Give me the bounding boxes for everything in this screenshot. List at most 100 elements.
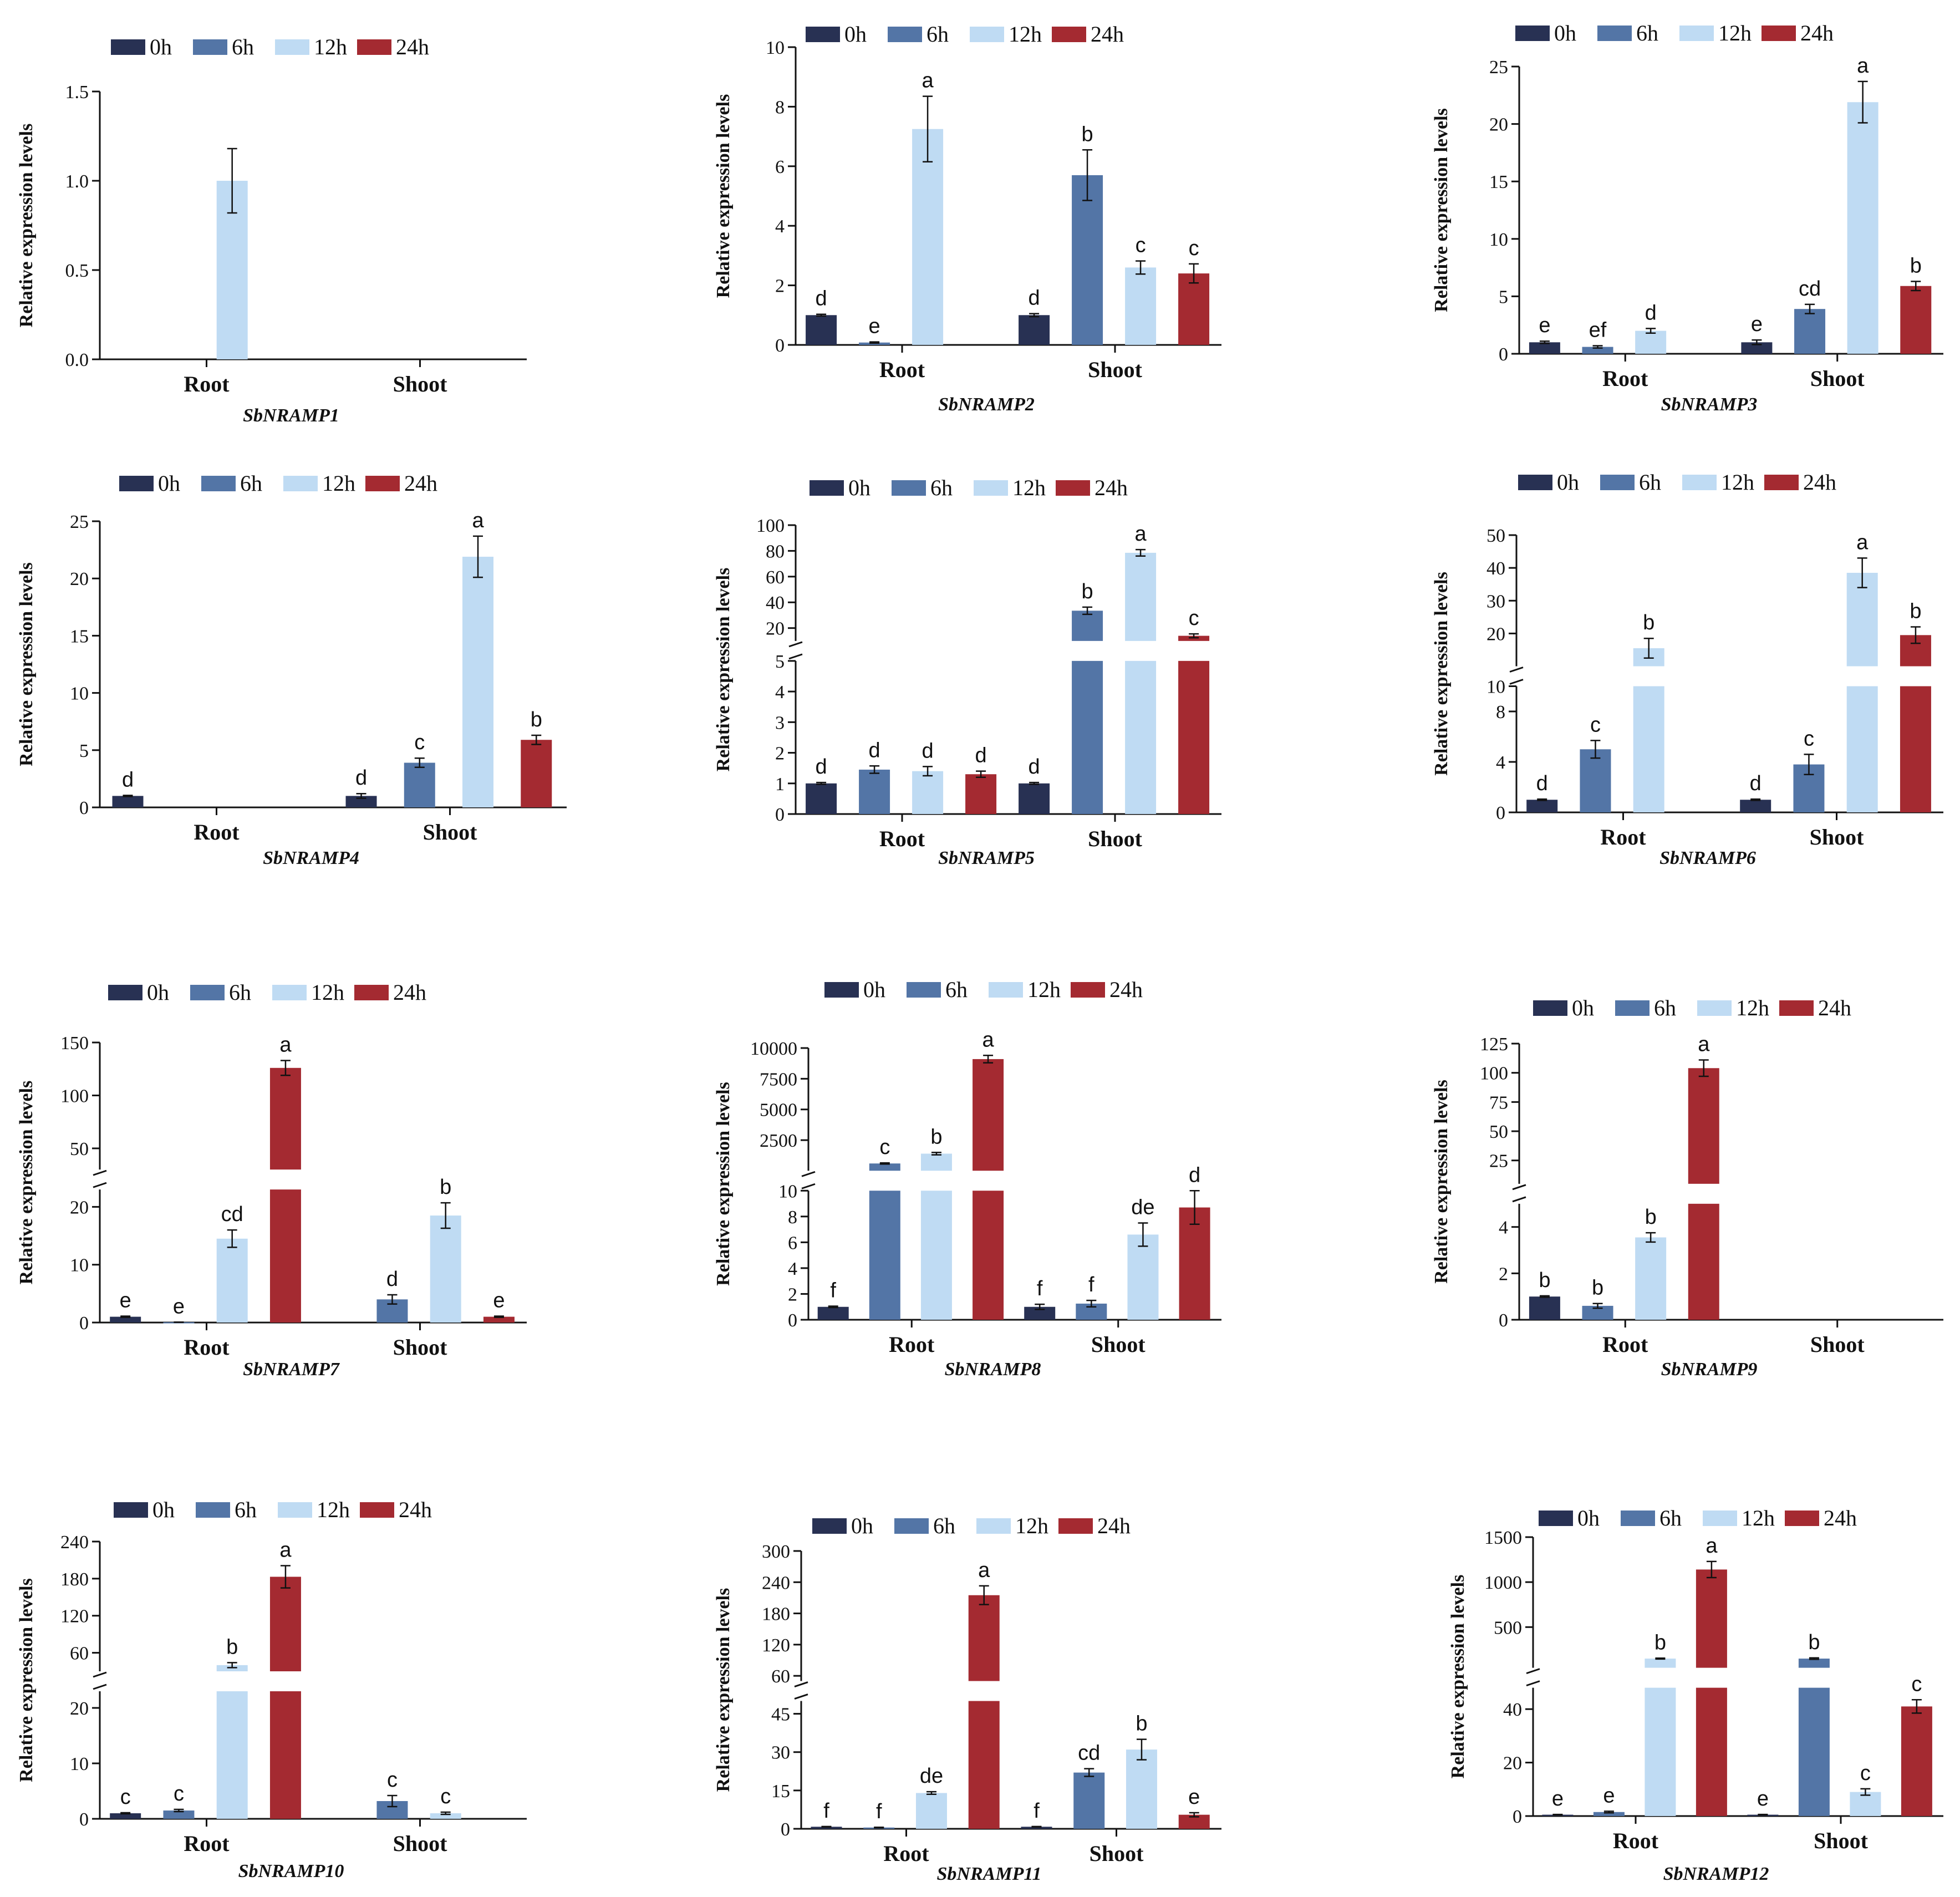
significance-letter: de xyxy=(920,1764,943,1788)
axis-break-mark-lower xyxy=(93,1684,107,1690)
x-tick-label-shoot: Shoot xyxy=(393,372,447,396)
legend-label-24h: 24h xyxy=(396,34,429,59)
y-tick-label: 25 xyxy=(1489,57,1508,78)
axis-break-mark-upper xyxy=(93,1169,107,1176)
bar-root-24h-lower xyxy=(968,1701,1000,1829)
legend-swatch-12h xyxy=(970,27,1004,42)
significance-letter: e xyxy=(120,1289,131,1313)
significance-letter: c xyxy=(1911,1672,1922,1696)
y-tick-label: 10 xyxy=(1489,230,1508,250)
bar-shoot-12h-lower xyxy=(1125,660,1157,814)
significance-letter: b xyxy=(226,1635,238,1659)
bar-shoot-12h xyxy=(1127,1234,1159,1320)
bar-shoot-6h-lower xyxy=(1072,660,1103,814)
y-tick-label: 2 xyxy=(775,744,785,764)
y-tick-label: 10 xyxy=(70,1255,89,1276)
bar-root-6h xyxy=(859,769,890,814)
axis-break-mark-upper xyxy=(93,1671,107,1678)
y-tick-label: 100 xyxy=(756,516,785,536)
bar-root-24h-lower xyxy=(1696,1687,1727,1816)
legend-swatch-12h xyxy=(1682,475,1717,490)
legend: 0h 6h 12h 24h xyxy=(1539,1506,1857,1530)
axis-break-mark-upper xyxy=(1526,1668,1540,1675)
significance-letter: a xyxy=(279,1538,292,1562)
y-tick-label: 2500 xyxy=(760,1131,797,1151)
legend-label-0h: 0h xyxy=(863,977,885,1002)
y-tick-label: 4 xyxy=(788,1259,797,1279)
y-tick-label: 40 xyxy=(1486,558,1505,579)
chart-title: SbNRAMP3 xyxy=(1661,394,1758,415)
legend-swatch-24h xyxy=(1764,475,1799,490)
y-axis-label: Relative expression levels xyxy=(713,1082,734,1286)
y-tick-label: 2 xyxy=(788,1284,797,1305)
y-tick-label: 10 xyxy=(1486,677,1505,698)
significance-letter: a xyxy=(1857,54,1869,78)
y-tick-label: 1500 xyxy=(1484,1528,1522,1548)
bar-shoot-0h xyxy=(1740,800,1771,812)
chart-panel-8: 0h 6h 12h 24h 0 2 4 6 8 10 2500 5000 7500 10000 Relati… xyxy=(713,977,1221,1380)
significance-letter: d xyxy=(1029,287,1040,310)
significance-letter: f xyxy=(1034,1799,1040,1823)
significance-letter: ef xyxy=(1589,318,1607,342)
bar-root-6h xyxy=(1582,347,1613,354)
legend-label-6h: 6h xyxy=(945,977,968,1002)
significance-letter: a xyxy=(1856,531,1869,554)
significance-letter: e xyxy=(1552,1787,1564,1810)
legend: 0h 6h 12h 24h xyxy=(111,34,429,59)
chart-title: SbNRAMP9 xyxy=(1661,1359,1758,1380)
legend-swatch-6h xyxy=(894,1518,929,1534)
legend-label-0h: 0h xyxy=(1557,470,1579,495)
legend-label-12h: 12h xyxy=(1027,977,1061,1002)
significance-letter: b xyxy=(1645,1206,1657,1229)
legend-label-12h: 12h xyxy=(314,34,347,59)
chart-panel-1: 0h 6h 12h 24h 0.0 0.5 1.0 1.5 Relative expressio… xyxy=(16,34,527,426)
legend-swatch-24h xyxy=(365,476,400,491)
y-tick-label: 10 xyxy=(70,684,89,704)
significance-letter: f xyxy=(1088,1273,1094,1296)
bar-root-24h xyxy=(1696,1569,1727,1668)
significance-letter: c xyxy=(1804,727,1814,750)
bar-root-12h-lower xyxy=(216,1691,248,1819)
y-tick-label: 40 xyxy=(766,593,785,613)
significance-letter: b xyxy=(1910,600,1921,623)
y-tick-label: 25 xyxy=(70,512,89,532)
legend-swatch-12h xyxy=(278,1502,312,1518)
bar-root-0h xyxy=(110,1813,141,1819)
bar-shoot-12h xyxy=(1850,1792,1881,1816)
bar-shoot-12h-lower xyxy=(1846,686,1878,812)
legend-label-24h: 24h xyxy=(1094,475,1128,500)
legend-label-24h: 24h xyxy=(404,471,437,496)
significance-letter: e xyxy=(1757,1787,1769,1810)
significance-letter: b xyxy=(1082,580,1093,603)
significance-letter: d xyxy=(922,739,934,762)
legend-label-6h: 6h xyxy=(930,475,953,500)
axis-break-mark-lower xyxy=(1526,1680,1540,1687)
y-tick-label: 20 xyxy=(70,569,89,589)
bar-root-12h-lower xyxy=(920,1191,952,1320)
y-tick-label: 15 xyxy=(1489,172,1508,192)
legend-label-12h: 12h xyxy=(1718,21,1752,45)
legend: 0h 6h 12h 24h xyxy=(806,22,1124,47)
significance-letter: b xyxy=(1082,123,1093,146)
y-tick-label: 500 xyxy=(1494,1618,1522,1638)
significance-letter: d xyxy=(386,1268,398,1291)
x-tick-label-shoot: Shoot xyxy=(1810,825,1864,850)
bar-shoot-24h xyxy=(1179,1207,1210,1320)
bar-root-6h xyxy=(1580,749,1611,812)
bar-shoot-6h xyxy=(1073,1772,1105,1829)
axis-break-mark-lower xyxy=(801,1183,816,1189)
significance-letter: a xyxy=(982,1028,995,1051)
significance-letter: a xyxy=(472,509,484,532)
bar-root-0h xyxy=(817,1306,849,1320)
legend-label-0h: 0h xyxy=(1577,1506,1600,1530)
significance-letter: b xyxy=(531,708,542,731)
bar-root-24h-lower xyxy=(269,1189,301,1323)
legend: 0h 6h 12h 24h xyxy=(1515,21,1834,45)
significance-letter: c xyxy=(1189,607,1199,630)
chart-panel-12: 0h 6h 12h 24h 0 20 40 500 1000 1500 Relative expre… xyxy=(1448,1506,1943,1884)
y-tick-label: 4 xyxy=(775,682,785,703)
x-tick-label-root: Root xyxy=(1613,1828,1659,1853)
significance-letter: f xyxy=(830,1279,836,1303)
legend-swatch-24h xyxy=(1785,1511,1819,1526)
x-tick-label-root: Root xyxy=(879,357,925,382)
